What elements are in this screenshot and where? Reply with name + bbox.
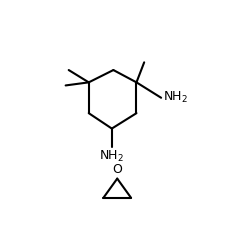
Text: NH$_2$: NH$_2$ <box>99 148 124 164</box>
Text: O: O <box>112 163 122 176</box>
Text: NH$_2$: NH$_2$ <box>163 90 188 105</box>
